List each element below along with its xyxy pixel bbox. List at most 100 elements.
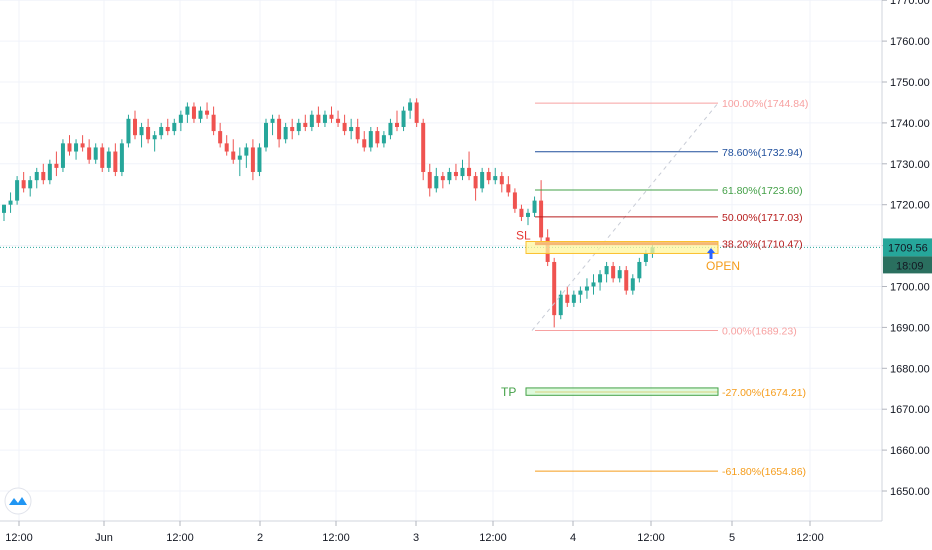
candle[interactable] [355,118,360,144]
candle[interactable] [303,114,308,132]
candle[interactable] [290,118,295,140]
candle-body[interactable] [106,151,111,168]
fib-level[interactable]: 78.60%(1732.94) [535,147,803,159]
candle-body[interactable] [598,274,603,283]
candle[interactable] [322,110,327,127]
candle-body[interactable] [506,184,511,193]
candle[interactable] [165,118,170,136]
candle[interactable] [316,106,321,127]
candle-body[interactable] [414,102,419,123]
candle-body[interactable] [578,290,583,295]
candle-body[interactable] [552,261,557,316]
candle[interactable] [591,274,596,295]
candle-body[interactable] [368,131,373,148]
candle-body[interactable] [165,126,170,132]
candle[interactable] [80,135,85,152]
candle-body[interactable] [486,171,491,181]
candle[interactable] [486,167,491,185]
candle[interactable] [388,118,393,140]
candle[interactable] [270,114,275,136]
candle[interactable] [460,159,465,181]
candle[interactable] [191,102,196,123]
candle[interactable] [624,266,629,295]
candle-body[interactable] [277,118,282,140]
candle[interactable] [113,143,118,177]
candle-body[interactable] [643,253,648,262]
candle-body[interactable] [401,110,406,127]
candle-body[interactable] [591,282,596,287]
candle-body[interactable] [473,176,478,189]
candle-body[interactable] [264,122,268,148]
candle[interactable] [342,114,347,136]
candle[interactable] [512,188,517,213]
candle[interactable] [67,135,72,156]
candle[interactable] [237,147,242,177]
candle-body[interactable] [93,147,98,160]
candle-body[interactable] [355,126,360,140]
candle-body[interactable] [467,167,472,177]
candle[interactable] [264,118,268,152]
candle[interactable] [257,143,262,177]
candle[interactable] [453,163,458,181]
candle[interactable] [126,114,131,148]
candle[interactable] [381,131,386,148]
candle-body[interactable] [493,176,498,181]
candle[interactable] [630,274,635,295]
candle[interactable] [218,122,223,148]
candle[interactable] [434,167,439,193]
candle[interactable] [401,106,406,132]
candle[interactable] [28,176,33,197]
candle[interactable] [565,286,570,307]
candle-body[interactable] [28,180,33,189]
candle-body[interactable] [624,270,629,291]
candle[interactable] [532,196,537,217]
candle-body[interactable] [460,167,465,177]
candle-body[interactable] [519,208,524,217]
candle-body[interactable] [237,155,242,160]
candle[interactable] [408,98,413,119]
candle[interactable] [552,257,557,328]
candle-body[interactable] [395,122,399,127]
candle[interactable] [539,180,544,242]
candle[interactable] [244,143,249,168]
candle-body[interactable] [617,270,622,279]
candle-body[interactable] [224,143,229,152]
stop-loss-zone[interactable] [525,241,719,254]
candle-body[interactable] [440,176,445,181]
candle[interactable] [368,126,373,152]
candle-body[interactable] [558,294,563,316]
candle-body[interactable] [447,171,452,181]
candle-body[interactable] [637,261,642,279]
candle-body[interactable] [152,135,157,140]
candle[interactable] [499,171,504,193]
candle[interactable] [558,290,563,320]
candle[interactable] [146,118,151,144]
candle-body[interactable] [303,122,308,127]
candle-body[interactable] [630,278,635,291]
candle[interactable] [106,147,111,172]
candle-body[interactable] [329,114,334,119]
candle-body[interactable] [2,204,6,213]
candle[interactable] [47,159,52,185]
candle-body[interactable] [119,143,124,172]
candle-body[interactable] [434,176,439,189]
candle-body[interactable] [309,114,314,127]
candle-body[interactable] [67,143,72,152]
candle-body[interactable] [8,200,13,205]
candle-body[interactable] [453,171,458,177]
candle[interactable] [34,167,39,189]
candle[interactable] [526,208,530,226]
candle-body[interactable] [322,114,327,123]
candle[interactable] [283,122,288,144]
candlestick-series[interactable] [0,98,882,328]
candle[interactable] [336,110,341,127]
candle-body[interactable] [218,131,223,144]
candle[interactable] [375,126,380,148]
candle[interactable] [178,110,183,132]
candle[interactable] [329,106,334,123]
candle-body[interactable] [539,200,544,238]
candle-body[interactable] [80,143,85,148]
candle-body[interactable] [74,143,79,152]
candle[interactable] [395,110,399,132]
